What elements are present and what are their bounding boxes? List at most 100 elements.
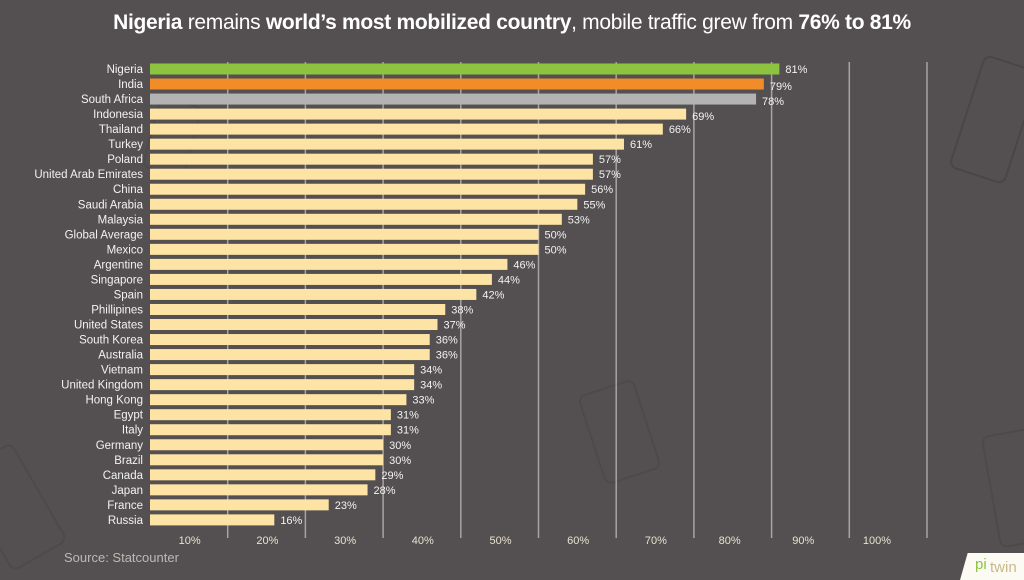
- bar: [150, 123, 663, 135]
- category-label: United Arab Emirates: [34, 169, 143, 181]
- bar: [150, 213, 562, 225]
- category-label: Canada: [103, 470, 144, 482]
- category-label: China: [113, 184, 144, 196]
- x-tick-label: 40%: [412, 535, 434, 547]
- category-label: United Kingdom: [61, 380, 143, 392]
- value-label: 69%: [692, 111, 714, 123]
- category-label: France: [107, 500, 143, 512]
- bar: [150, 198, 578, 210]
- category-label: Thailand: [99, 124, 143, 136]
- value-label: 42%: [482, 289, 504, 301]
- value-label: 81%: [785, 64, 807, 76]
- value-label: 28%: [374, 485, 396, 497]
- bar: [150, 439, 384, 451]
- value-label: 66%: [669, 124, 691, 136]
- value-label: 29%: [381, 470, 403, 482]
- bar: [150, 243, 539, 255]
- value-label: 55%: [583, 199, 605, 211]
- value-label: 78%: [762, 96, 784, 108]
- category-label: Japan: [112, 485, 143, 497]
- category-label: South Africa: [81, 94, 144, 106]
- category-label: United States: [74, 320, 143, 332]
- bar: [150, 153, 593, 165]
- category-label: Argentine: [94, 259, 143, 271]
- category-label: Phillipines: [91, 304, 143, 316]
- x-tick-label: 10%: [179, 535, 201, 547]
- category-label: Hong Kong: [85, 395, 143, 407]
- bar: [150, 394, 407, 406]
- value-label: 56%: [591, 184, 613, 196]
- value-label: 31%: [397, 410, 419, 422]
- bar: [150, 334, 430, 346]
- bar: [150, 78, 764, 90]
- category-label: South Korea: [79, 335, 144, 347]
- bar: [150, 424, 391, 436]
- category-label: Nigeria: [107, 64, 144, 76]
- category-label: Mexico: [107, 244, 143, 256]
- value-label: 57%: [599, 169, 621, 181]
- bar: [150, 499, 329, 511]
- value-label: 36%: [436, 335, 458, 347]
- bar: [150, 303, 446, 315]
- logo-text-a: twin: [990, 559, 1017, 576]
- title-growth: 76% to 81%: [798, 11, 911, 34]
- bar: [150, 364, 415, 376]
- value-label: 34%: [420, 380, 442, 392]
- bar: [150, 108, 687, 120]
- x-tick-label: 80%: [719, 535, 741, 547]
- value-label: 23%: [335, 500, 357, 512]
- value-label: 46%: [513, 259, 535, 271]
- category-label: Egypt: [114, 410, 144, 422]
- category-label: Russia: [108, 515, 144, 527]
- bar: [150, 93, 757, 105]
- value-label: 53%: [568, 214, 590, 226]
- source-note: Source: Statcounter: [64, 550, 179, 565]
- title-nigeria: Nigeria: [113, 11, 183, 34]
- category-label: Malaysia: [98, 214, 144, 226]
- value-label: 30%: [389, 455, 411, 467]
- x-tick-label: 60%: [567, 535, 589, 547]
- x-tick-label: 90%: [792, 535, 814, 547]
- bar: [150, 349, 430, 361]
- x-tick-label: 100%: [863, 535, 891, 547]
- value-label: 37%: [443, 320, 465, 332]
- value-label: 30%: [389, 440, 411, 452]
- bar: [150, 484, 368, 496]
- category-label: Saudi Arabia: [78, 199, 144, 211]
- value-label: 36%: [436, 350, 458, 362]
- category-label: Singapore: [91, 274, 143, 286]
- x-tick-label: 70%: [645, 535, 667, 547]
- bar: [150, 273, 492, 285]
- value-label: 16%: [280, 515, 302, 527]
- category-label: Poland: [107, 154, 143, 166]
- category-label: Germany: [96, 440, 144, 452]
- x-tick-label: 50%: [489, 535, 511, 547]
- bar: [150, 288, 477, 300]
- bar: [150, 514, 275, 526]
- bar: [150, 454, 384, 466]
- category-label: Turkey: [108, 139, 143, 151]
- chart-title: Nigeria remains world’s most mobilized c…: [0, 11, 1024, 35]
- category-label: Indonesia: [93, 109, 143, 121]
- bar: [150, 168, 593, 180]
- value-label: 61%: [630, 139, 652, 151]
- value-label: 34%: [420, 365, 442, 377]
- logo-text-b: pi: [975, 556, 987, 573]
- x-tick-label: 20%: [256, 535, 278, 547]
- category-label: Brazil: [114, 455, 143, 467]
- bar: [150, 63, 780, 75]
- value-label: 50%: [545, 244, 567, 256]
- x-tick-label: 30%: [334, 535, 356, 547]
- category-label: Global Average: [65, 229, 143, 241]
- title-text-2: , mobile traffic grew from: [571, 11, 799, 34]
- title-highlight: world’s most mobilized country: [265, 11, 572, 34]
- category-label: Spain: [114, 289, 143, 301]
- bar: [150, 258, 508, 270]
- bar: [150, 183, 586, 195]
- value-label: 31%: [397, 425, 419, 437]
- category-label: India: [118, 79, 144, 91]
- bar: [150, 379, 415, 391]
- bar: [150, 138, 624, 150]
- bar: [150, 409, 391, 421]
